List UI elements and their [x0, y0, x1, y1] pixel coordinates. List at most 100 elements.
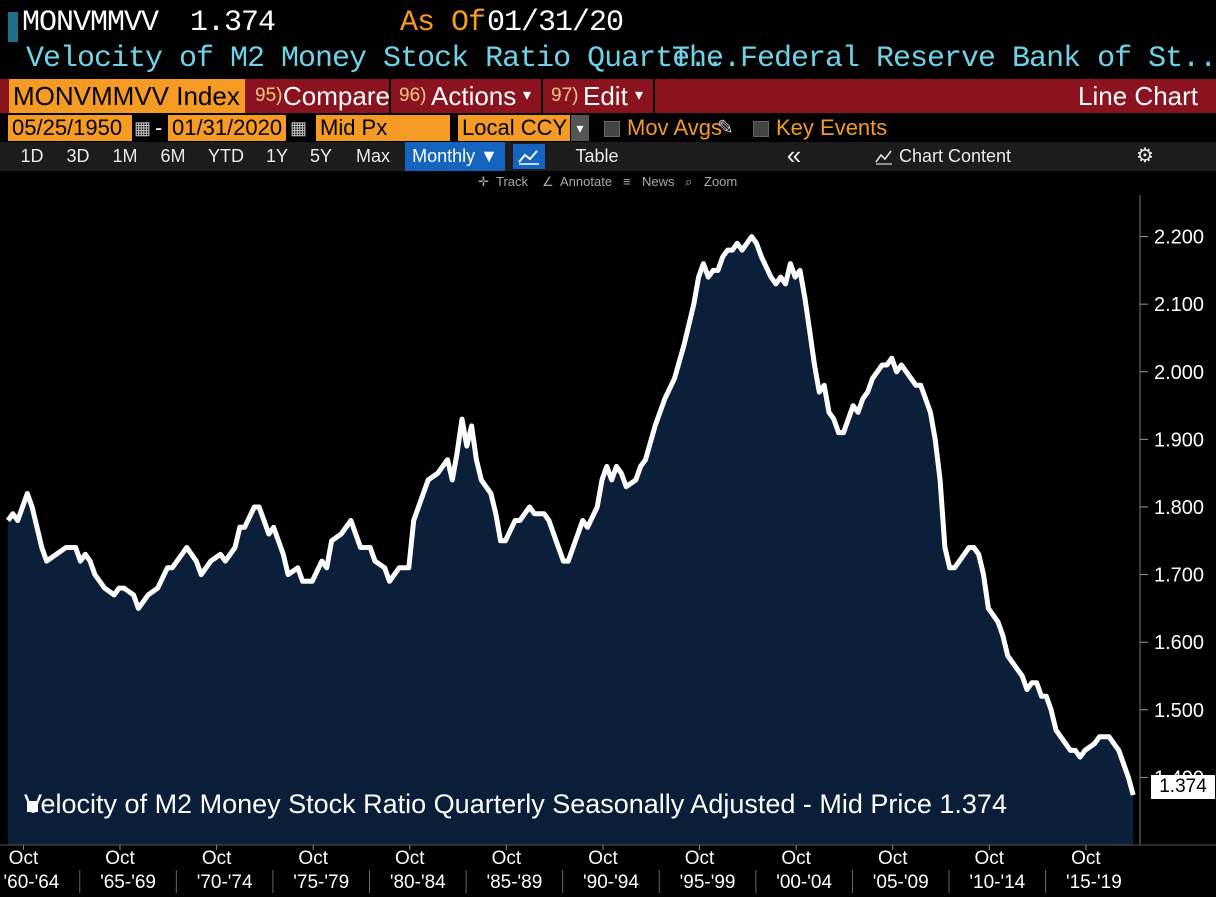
x-tick-label: Oct	[492, 848, 522, 869]
mov-avgs-checkbox[interactable]	[604, 121, 620, 137]
end-date-input[interactable]: 01/31/2020	[168, 115, 286, 141]
chevron-down-icon[interactable]: ▾	[571, 115, 589, 141]
range-6m[interactable]: 6M	[160, 146, 186, 166]
description-row: Velocity of M2 Money Stock Ratio Quarte.…	[0, 42, 1216, 78]
mov-avgs-label: Mov Avgs	[627, 115, 722, 140]
x-group-label: '95-'99	[680, 872, 736, 893]
chevron-down-icon: ▾	[523, 87, 532, 104]
calendar-icon[interactable]: ▦	[290, 118, 308, 138]
series-area	[8, 236, 1134, 846]
controls-row: 05/25/1950 ▦ - 01/31/2020 ▦ Mid Px Local…	[0, 114, 1216, 142]
x-group-label: '85-'89	[486, 872, 542, 893]
tool-zoom[interactable]: Zoom	[704, 174, 738, 189]
x-tick-label: Oct	[878, 848, 908, 869]
x-group-label: '65-'69	[100, 872, 156, 893]
separator	[653, 79, 655, 113]
series-line	[5, 234, 1136, 796]
separator	[389, 79, 391, 113]
actions-label: Actions	[431, 81, 517, 111]
chart-content-button[interactable]: Chart Content	[899, 146, 1012, 166]
x-group-label: '15-'19	[1066, 872, 1122, 893]
x-tick-label: Oct	[395, 848, 425, 869]
actions-button[interactable]: 96) Actions ▾	[391, 79, 541, 113]
calendar-icon[interactable]: ▦	[134, 118, 152, 138]
tool-news[interactable]: News	[642, 174, 675, 189]
x-group-label: '90-'94	[583, 872, 639, 893]
last-value: 1.374	[190, 6, 276, 40]
data-source: The Federal Reserve Bank of St...	[672, 42, 1216, 76]
track-icon: ✛	[478, 174, 489, 189]
legend-text: Velocity of M2 Money Stock Ratio Quarter…	[24, 789, 1007, 819]
x-group-label: '75-'79	[293, 872, 349, 893]
range-max[interactable]: Max	[355, 146, 390, 166]
x-tick-label: Oct	[975, 848, 1005, 869]
gear-icon[interactable]: ⚙	[1136, 145, 1154, 167]
ticker-marker	[8, 12, 18, 42]
x-group-label: '00-'04	[776, 872, 832, 893]
y-tick-label: 2.200	[1154, 227, 1204, 249]
key-events-checkbox[interactable]	[753, 121, 769, 137]
chevron-down-icon: ▾	[635, 87, 644, 104]
range-1m[interactable]: 1M	[112, 146, 138, 166]
security-description: Velocity of M2 Money Stock Ratio Quarte.…	[26, 42, 741, 76]
separator	[541, 79, 543, 113]
x-group-label: '05-'09	[873, 872, 929, 893]
y-tick-label: 1.900	[1154, 429, 1204, 451]
x-tick-label: Oct	[298, 848, 328, 869]
zoom-icon: ⌕	[685, 174, 693, 189]
currency-select[interactable]: Local CCY	[458, 115, 570, 141]
chart-type-label[interactable]: Line Chart	[1078, 81, 1198, 111]
y-tick-label: 1.800	[1154, 497, 1204, 519]
y-tick-label: 1.700	[1154, 565, 1204, 587]
start-date-input[interactable]: 05/25/1950	[8, 115, 132, 141]
last-value-label: 1.374	[1151, 775, 1215, 799]
range-5y[interactable]: 5Y	[309, 146, 333, 166]
command-bar: MONVMMVV Index 95) Compare 96) Actions ▾…	[0, 79, 1216, 113]
pencil-icon[interactable]: ✎	[717, 117, 734, 139]
compare-label: Compare	[283, 81, 390, 111]
x-tick-label: Oct	[202, 848, 232, 869]
legend-background	[10, 780, 1100, 838]
edit-label: Edit	[583, 81, 628, 111]
x-tick-label: Oct	[105, 848, 135, 869]
x-tick-label: Oct	[9, 848, 39, 869]
edit-button[interactable]: 97) Edit ▾	[543, 79, 653, 113]
y-tick-label: 2.000	[1154, 362, 1204, 384]
chart-tools: ✛ Track ∠ Annotate ≡ News ⌕ Zoom	[0, 171, 1216, 193]
compare-button[interactable]: 95) Compare	[247, 79, 390, 113]
price-field-select[interactable]: Mid Px	[316, 115, 450, 141]
range-toolbar: 1D 3D 1M 6M YTD 1Y 5Y Max Monthly ▼ Tabl…	[0, 142, 1216, 171]
x-group-label: '80-'84	[390, 872, 446, 893]
x-tick-label: Oct	[685, 848, 715, 869]
tool-annotate[interactable]: Annotate	[560, 174, 613, 189]
range-1y[interactable]: 1Y	[265, 146, 289, 166]
as-of-date: 01/31/20	[487, 6, 624, 40]
legend-swatch	[27, 801, 38, 812]
x-tick-label: Oct	[588, 848, 618, 869]
y-tick-label: 2.100	[1154, 294, 1204, 316]
actions-number: 96)	[399, 85, 427, 106]
security-input[interactable]: MONVMMVV Index	[9, 79, 245, 113]
ticker: MONVMMVV	[22, 6, 159, 40]
key-events-label: Key Events	[776, 115, 888, 140]
as-of-label: As Of	[400, 6, 486, 40]
x-group-label: '60-'64	[4, 872, 60, 893]
range-3d[interactable]: 3D	[66, 146, 90, 166]
date-separator: -	[155, 115, 163, 140]
tool-track[interactable]: Track	[496, 174, 529, 189]
chart-content-icon	[874, 148, 894, 166]
range-1d[interactable]: 1D	[20, 146, 44, 166]
collapse-icon[interactable]: «	[786, 140, 802, 170]
news-icon: ≡	[623, 174, 631, 189]
x-group-label: '10-'14	[969, 872, 1025, 893]
y-tick-label: 1.600	[1154, 632, 1204, 654]
range-ytd[interactable]: YTD	[208, 146, 244, 166]
period-select[interactable]: Monthly ▼	[405, 142, 505, 171]
line-chart-icon[interactable]	[513, 144, 545, 169]
x-tick-label: Oct	[1071, 848, 1101, 869]
x-tick-label: Oct	[781, 848, 811, 869]
y-tick-label: 1.500	[1154, 700, 1204, 722]
table-button[interactable]: Table	[575, 146, 619, 166]
x-group-label: '70-'74	[197, 872, 253, 893]
